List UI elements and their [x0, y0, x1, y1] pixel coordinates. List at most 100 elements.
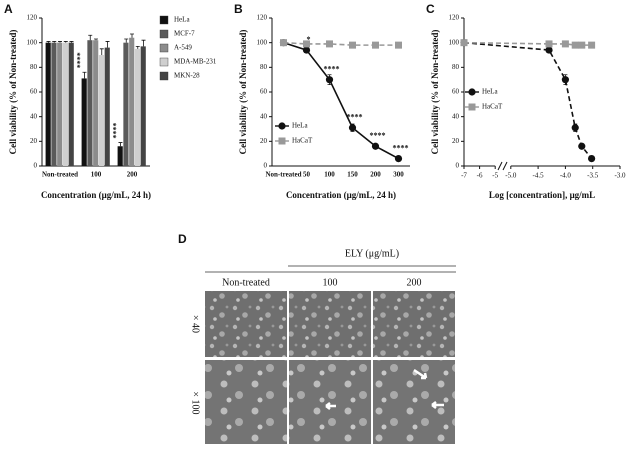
- legend-marker: [468, 88, 476, 96]
- x-tick-label: -6: [477, 172, 483, 180]
- x-tick-label: -3.0: [614, 172, 626, 180]
- bar: [140, 46, 146, 166]
- point: [302, 46, 311, 54]
- error-bar: [69, 41, 74, 43]
- y-tick-label: 100: [257, 38, 268, 46]
- bar: [117, 146, 123, 166]
- point: [303, 40, 310, 48]
- point: [545, 46, 553, 54]
- error-bar: [124, 38, 129, 43]
- micrograph: [373, 360, 455, 444]
- x-tick-label: Non-treated: [265, 171, 301, 179]
- series-line: [463, 41, 593, 160]
- point: [372, 41, 379, 49]
- y-tick-label: 80: [30, 63, 38, 71]
- x-tick-label: -5.0: [505, 172, 517, 180]
- bar: [129, 37, 135, 166]
- x-axis-label: Log [concentration], μg/mL: [489, 190, 595, 200]
- axis-break: [497, 161, 508, 171]
- point: [561, 40, 569, 48]
- bar: [123, 42, 129, 166]
- panel-label: D: [178, 232, 187, 246]
- y-tick-label: 40: [30, 112, 38, 120]
- y-tick-label: 100: [449, 38, 460, 46]
- x-tick-label: Non-treated: [42, 171, 78, 179]
- legend-label: MCF-7: [174, 30, 195, 38]
- panel-label: B: [234, 2, 243, 16]
- error-bar: [135, 45, 140, 49]
- significance-label: ****: [370, 131, 386, 140]
- point: [561, 76, 570, 84]
- x-tick-label: -3.5: [587, 172, 599, 180]
- x-tick-label: -4.5: [533, 172, 545, 180]
- point: [371, 142, 380, 150]
- legend-swatch: [159, 71, 169, 81]
- y-axis-label: Cell viability (% of Non-treated): [238, 30, 248, 155]
- significance-label: ****: [393, 143, 409, 152]
- panel-label: A: [4, 2, 13, 16]
- y-tick-label: 120: [449, 14, 460, 22]
- point: [571, 124, 579, 132]
- y-tick-label: 0: [456, 162, 460, 170]
- point: [394, 155, 403, 163]
- series-line: [463, 41, 592, 46]
- error-bar: [58, 41, 62, 43]
- y-tick-label: 60: [260, 88, 268, 96]
- legend-marker: [278, 137, 286, 145]
- y-tick-label: 120: [27, 14, 38, 22]
- panel-label: C: [426, 2, 435, 16]
- significance-label: ****: [324, 64, 340, 73]
- column-group-header: ELY (μg/mL): [345, 248, 399, 259]
- legend-label: HeLa: [292, 122, 308, 130]
- arrow: [325, 402, 336, 410]
- x-tick-label: 100: [324, 171, 335, 179]
- legend-swatch: [159, 57, 169, 67]
- point: [348, 124, 357, 132]
- error-bar: [94, 38, 98, 41]
- column-label: 100: [323, 277, 338, 288]
- bar: [45, 42, 51, 166]
- micrograph: [373, 291, 455, 357]
- point: [326, 40, 333, 48]
- bar: [134, 48, 141, 167]
- y-tick-label: 40: [260, 112, 268, 120]
- y-tick-label: 0: [34, 162, 38, 170]
- bar: [81, 78, 87, 166]
- column-label: Non-treated: [222, 277, 270, 288]
- significance-label: ****: [75, 52, 84, 68]
- legend-label: HeLa: [482, 88, 498, 96]
- legend-swatch: [159, 43, 169, 53]
- error-bar: [105, 41, 110, 48]
- error-bar: [52, 41, 57, 43]
- significance-label: *: [307, 35, 311, 44]
- row-label: × 40: [190, 315, 201, 333]
- significance-label: ****: [347, 113, 363, 122]
- micrograph: [205, 360, 287, 444]
- y-tick-label: 20: [452, 137, 460, 145]
- x-axis-label: Concentration (μg/mL, 24 h): [286, 190, 396, 200]
- point: [578, 142, 586, 150]
- series-line: [283, 41, 399, 46]
- x-tick-label: 100: [91, 171, 102, 179]
- y-tick-label: 80: [452, 63, 460, 71]
- point: [460, 39, 468, 47]
- legend-label: MDA-MB-231: [174, 58, 217, 66]
- micrograph: [289, 360, 371, 444]
- x-tick-label: -4.0: [560, 172, 572, 180]
- bar: [68, 42, 74, 166]
- point: [588, 41, 596, 49]
- y-tick-label: 80: [260, 63, 268, 71]
- panel-d: D ELY (μg/mL) Non-treated 100 200 × 40 ×…: [178, 232, 456, 444]
- error-bar: [118, 142, 123, 147]
- point: [571, 41, 579, 49]
- x-tick-label: 200: [370, 171, 381, 179]
- x-tick-label: -7: [461, 172, 467, 180]
- y-tick-label: 20: [260, 137, 268, 145]
- error-bar: [99, 48, 104, 55]
- legend-swatch: [159, 29, 169, 39]
- bar: [98, 55, 105, 166]
- error-bar: [46, 41, 51, 43]
- legend-label: HaCaT: [482, 103, 503, 111]
- micrograph: [205, 291, 287, 357]
